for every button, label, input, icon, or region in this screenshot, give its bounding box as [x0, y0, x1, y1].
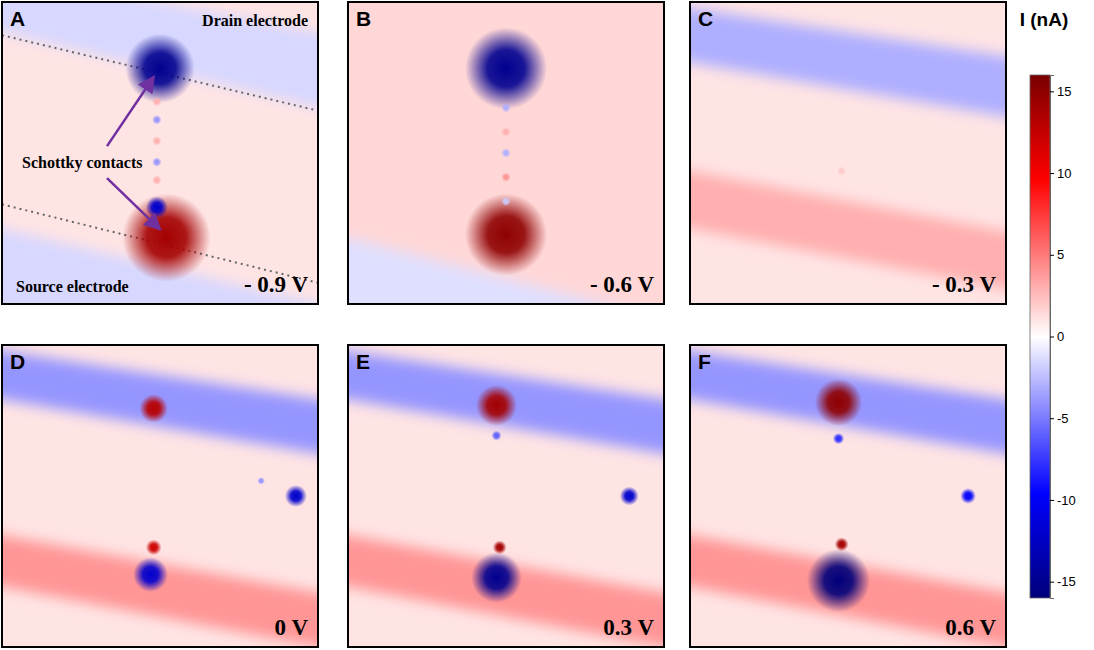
map [2, 2, 318, 304]
panel: D 0 V [0, 345, 350, 650]
current-spot [285, 485, 307, 507]
electrode-band [690, 346, 1006, 459]
colorbar: -15 -10 -5 0 5 10 15 I (nA) [1020, 9, 1076, 599]
current-spot [620, 487, 639, 506]
current-spot [465, 193, 547, 275]
tick: -5 [1050, 411, 1069, 426]
colorbar-scale [1030, 75, 1050, 598]
current-spot [152, 136, 161, 145]
annotation-arrow [107, 76, 154, 146]
electrode-band [348, 346, 664, 459]
tick-mark [1050, 500, 1054, 501]
current-spot [146, 539, 162, 555]
current-spot [837, 166, 846, 175]
tick-mark [1050, 337, 1054, 338]
electrode-band [690, 3, 1006, 122]
tick-mark [1050, 173, 1054, 174]
map [2, 345, 318, 647]
tick-mark [1050, 418, 1054, 419]
electrode-band [348, 530, 664, 647]
current-spot [501, 148, 510, 157]
tick: 15 [1050, 84, 1071, 99]
current-spot [152, 115, 161, 124]
tick-label: 10 [1057, 166, 1071, 181]
bias-label: - 0.9 V [244, 272, 308, 297]
tick-label: 5 [1057, 247, 1064, 262]
current-spot [501, 103, 510, 112]
map [690, 2, 1006, 304]
panel-letter: D [10, 350, 25, 373]
current-spot [257, 477, 265, 485]
tick: 5 [1050, 247, 1064, 262]
tick-label: -15 [1057, 574, 1076, 589]
tick-label: -5 [1057, 411, 1069, 426]
current-spot [493, 540, 507, 554]
map [348, 345, 664, 647]
tick: 10 [1050, 166, 1071, 181]
annotation: Drain electrode [202, 12, 308, 29]
current-spot [139, 394, 167, 422]
tick-mark [1050, 582, 1054, 583]
tick-mark [1050, 255, 1054, 256]
bias-label: 0.6 V [945, 615, 996, 640]
current-spot [491, 431, 501, 441]
map [690, 345, 1006, 647]
current-spot [152, 157, 161, 166]
electrode-band [2, 2, 318, 115]
electrode-band [2, 346, 318, 459]
electrode-band [2, 530, 318, 647]
current-spot [501, 172, 510, 181]
current-spot [133, 557, 168, 592]
current-spot [960, 488, 976, 504]
current-spot [465, 27, 547, 109]
bias-label: 0 V [275, 615, 309, 640]
current-spot [471, 552, 522, 603]
current-spot [501, 197, 510, 206]
tick: -10 [1050, 493, 1076, 508]
panel-frame [348, 345, 664, 647]
panel-frame [690, 345, 1006, 647]
axis-line [1051, 76, 1055, 599]
panel: E 0.3 V [316, 345, 695, 650]
bias-label: - 0.6 V [590, 272, 654, 297]
colorbar-title: I (nA) [1020, 9, 1069, 30]
panel-letter: B [356, 7, 371, 30]
tick-label: -10 [1057, 493, 1076, 508]
panel-letter: C [698, 7, 713, 30]
panel-frame [2, 345, 318, 647]
tick: -15 [1050, 574, 1076, 589]
current-spot [125, 34, 195, 104]
tick-label: 15 [1057, 84, 1071, 99]
tick-label: 0 [1057, 329, 1064, 344]
current-spot [476, 385, 517, 426]
panel-frame [348, 2, 664, 304]
current-spot [807, 549, 870, 612]
colorbar-axis: -15 -10 -5 0 5 10 15 [1050, 76, 1076, 599]
tick-mark [1050, 91, 1054, 92]
annotation-arrow [107, 178, 160, 229]
panel-frame [690, 2, 1006, 304]
panel: A - 0.9 V Drain electrode Schottky contacts… [0, 0, 350, 367]
current-spot [833, 433, 844, 444]
panel-letter: F [698, 350, 711, 373]
map [348, 2, 664, 304]
current-spot [501, 127, 510, 136]
current-spot [152, 175, 161, 184]
panel-letter: A [10, 7, 25, 30]
bias-label: - 0.3 V [932, 272, 996, 297]
current-spot [815, 379, 862, 426]
annotation: Schottky contacts [22, 154, 142, 172]
annotation: Source electrode [16, 278, 129, 295]
panel-letter: E [356, 350, 370, 373]
current-spot [146, 196, 168, 218]
current-spot [152, 97, 161, 106]
panel: F 0.6 V [658, 345, 1037, 650]
bias-label: 0.3 V [603, 615, 654, 640]
figure: A - 0.9 V Drain electrode Schottky contacts… [0, 0, 1094, 650]
panel: B - 0.6 V [316, 2, 695, 367]
tick: 0 [1050, 329, 1064, 344]
electrode-band [690, 530, 1006, 647]
panel-frame [2, 2, 318, 304]
panel: C - 0.3 V [658, 2, 1037, 304]
